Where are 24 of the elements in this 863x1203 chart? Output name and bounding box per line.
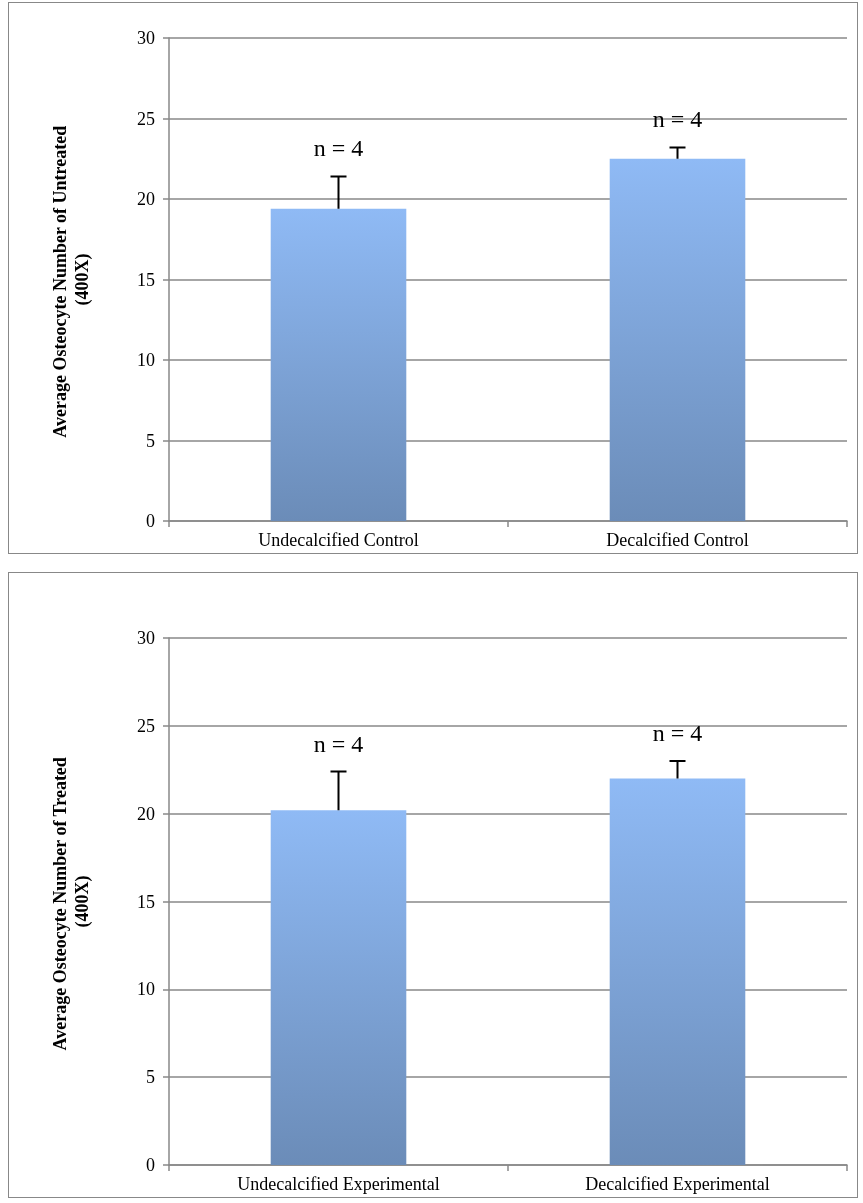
- y-axis-title: Average Osteocyte Number of Treated (400X): [50, 752, 93, 1051]
- x-tick-label: Undecalcified Control: [258, 530, 419, 550]
- y-tick-label: 15: [137, 891, 155, 912]
- x-tick-label: Undecalcified Experimental: [237, 1174, 440, 1194]
- y-tick-label: 10: [137, 979, 155, 1000]
- y-axis-title: Average Osteocyte Number of Untreated (400X): [50, 121, 93, 438]
- y-tick-label: 0: [146, 1155, 155, 1175]
- y-tick-label: 20: [137, 803, 155, 824]
- y-tick-label: 5: [146, 1067, 155, 1088]
- y-tick-label: 5: [146, 430, 155, 451]
- y-tick-label: 15: [137, 269, 155, 290]
- x-tick-label: Decalcified Experimental: [585, 1174, 770, 1194]
- annotation: n = 4: [652, 719, 703, 746]
- y-tick-label: 25: [137, 108, 155, 129]
- annotation: n = 4: [313, 135, 364, 162]
- annotation: n = 4: [313, 730, 364, 757]
- y-tick-label: 25: [137, 715, 155, 736]
- y-tick-label: 0: [146, 511, 155, 531]
- y-tick-label: 30: [137, 28, 155, 48]
- y-tick-label: 10: [137, 350, 155, 370]
- y-tick-label: 30: [137, 628, 155, 648]
- x-tick-label: Decalcified Control: [606, 530, 749, 550]
- y-tick-label: 20: [137, 189, 155, 209]
- annotation: n = 4: [652, 106, 703, 133]
